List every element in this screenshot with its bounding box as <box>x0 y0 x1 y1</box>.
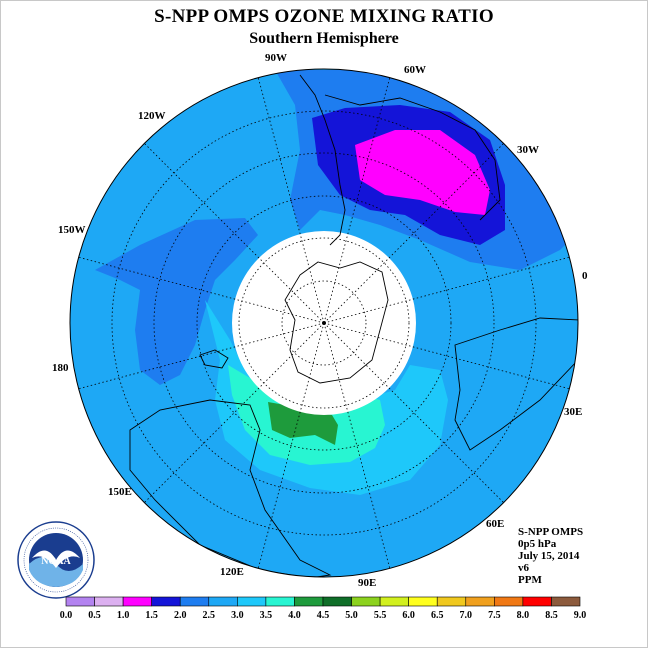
lon-label-90e: 90E <box>358 577 377 589</box>
map-title: S-NPP OMPS OZONE MIXING RATIO <box>154 6 494 27</box>
new-zealand-coast <box>199 349 229 369</box>
lon-label-90w: 90W <box>265 52 287 64</box>
lon-label-120w: 120W <box>138 110 166 122</box>
ozone-4.0-4.5-region <box>268 402 338 445</box>
product-version: v6 <box>518 562 529 574</box>
map-boundary <box>69 68 579 578</box>
units-label: PPM <box>518 574 542 586</box>
south-america-west-coast <box>299 74 346 246</box>
antarctica-coast <box>284 261 389 384</box>
lon-label-150w: 150W <box>58 224 86 236</box>
ozone-1.0-1.5-region <box>355 130 490 215</box>
lon-label-60e: 60E <box>486 518 505 530</box>
product-info: S-NPP OMPS 0p5 hPa July 15, 2014 v6 PPM <box>518 526 583 586</box>
instrument-name: S-NPP OMPS <box>518 526 584 538</box>
africa-coast <box>454 317 578 451</box>
pressure-level: 0p5 hPa <box>518 538 557 550</box>
ozone-2.0-2.5-region <box>95 218 258 385</box>
south-america-east-coast <box>324 94 501 221</box>
lon-label-30w: 30W <box>517 144 539 156</box>
lon-label-0: 0 <box>582 270 588 282</box>
lon-label-30e: 30E <box>564 406 583 418</box>
lon-label-180: 180 <box>52 362 69 374</box>
noaa-logo: NOAA <box>17 521 95 599</box>
lon-label-120e: 120E <box>220 566 244 578</box>
graticule <box>78 77 570 569</box>
map-subtitle: Southern Hemisphere <box>249 30 399 47</box>
lon-label-60w: 60W <box>404 64 426 76</box>
noaa-logo-text: NOAA <box>41 556 71 567</box>
australia-coast <box>129 399 332 577</box>
ozone-field <box>70 69 578 577</box>
south-pole-marker <box>322 321 326 325</box>
lon-label-150e: 150E <box>108 486 132 498</box>
coastlines <box>129 74 578 577</box>
observation-date: July 15, 2014 <box>518 550 580 562</box>
